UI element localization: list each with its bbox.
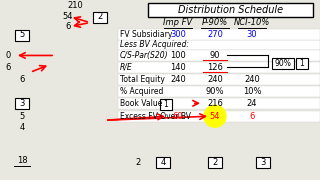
Text: 30: 30 (247, 30, 257, 39)
Text: 18: 18 (17, 156, 27, 165)
Text: 5: 5 (20, 30, 25, 39)
Text: 3: 3 (260, 158, 266, 166)
Text: Excess FV Over BV: Excess FV Over BV (120, 112, 191, 121)
Text: 90%: 90% (275, 59, 292, 68)
Text: 210: 210 (67, 1, 83, 10)
Bar (256, 157, 270, 168)
Text: 90: 90 (210, 51, 220, 60)
Bar (118, 111, 320, 122)
Text: 140: 140 (170, 63, 186, 72)
Bar (15, 30, 29, 40)
Text: Distribution Schedule: Distribution Schedule (178, 5, 283, 15)
Text: 240: 240 (207, 75, 223, 84)
Bar (118, 98, 320, 109)
Text: 300: 300 (170, 30, 186, 39)
Bar (118, 86, 320, 97)
Text: Less BV Acquired:: Less BV Acquired: (120, 40, 189, 49)
Bar (118, 39, 320, 50)
Text: 90%: 90% (206, 87, 224, 96)
Text: 1: 1 (300, 59, 304, 68)
Bar (272, 58, 294, 69)
Text: 4: 4 (160, 158, 166, 166)
Text: FV Subsidiary: FV Subsidiary (120, 30, 172, 39)
Text: 240: 240 (170, 75, 186, 84)
Text: 2: 2 (97, 12, 103, 21)
Bar (93, 12, 107, 22)
Text: R/E: R/E (120, 63, 133, 72)
Text: NCI-10%: NCI-10% (234, 18, 270, 27)
Bar (160, 99, 172, 110)
Text: 60: 60 (173, 112, 183, 121)
Text: 3: 3 (19, 99, 25, 108)
Bar (118, 29, 320, 39)
Text: 2: 2 (135, 158, 140, 166)
Text: 4: 4 (20, 123, 25, 132)
Bar (156, 157, 170, 168)
Text: 1: 1 (164, 100, 168, 109)
Text: 10%: 10% (243, 87, 261, 96)
Bar (118, 74, 320, 85)
Text: 54: 54 (63, 12, 73, 21)
Text: 54: 54 (210, 112, 220, 121)
Text: 24: 24 (247, 99, 257, 108)
Text: Book Value: Book Value (120, 99, 162, 108)
Text: 270: 270 (207, 30, 223, 39)
Text: 6: 6 (5, 63, 11, 72)
Bar (296, 58, 308, 69)
Text: Total Equity: Total Equity (120, 75, 165, 84)
Text: 6: 6 (249, 112, 255, 121)
Text: 100: 100 (170, 51, 186, 60)
Bar (118, 30, 320, 40)
Text: 2: 2 (212, 158, 218, 166)
Text: Imp FV: Imp FV (164, 18, 193, 27)
Text: 126: 126 (207, 63, 223, 72)
Text: 216: 216 (207, 99, 223, 108)
Text: % Acquired: % Acquired (120, 87, 164, 96)
Circle shape (204, 105, 226, 127)
Text: 6: 6 (19, 75, 25, 84)
Bar (118, 62, 320, 73)
Text: 6: 6 (65, 22, 71, 31)
Text: C/S-Par(S20): C/S-Par(S20) (120, 51, 169, 60)
Bar (15, 98, 29, 109)
Text: 5: 5 (20, 112, 25, 121)
Text: 0: 0 (5, 51, 11, 60)
Bar (148, 3, 313, 17)
Text: 240: 240 (244, 75, 260, 84)
Bar (208, 157, 222, 168)
Bar (118, 50, 320, 61)
Text: P-90%: P-90% (202, 18, 228, 27)
